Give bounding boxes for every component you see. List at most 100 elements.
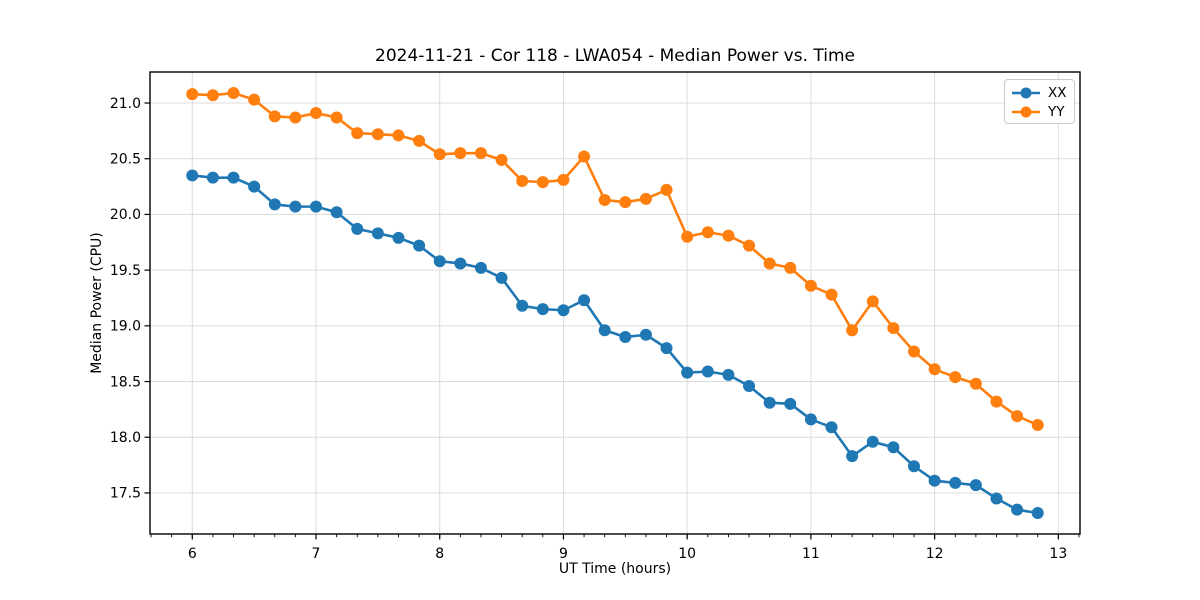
data-point-XX [474, 261, 487, 274]
data-point-XX [866, 435, 879, 448]
data-point-YY [887, 322, 900, 335]
data-point-YY [330, 111, 343, 124]
data-point-YY [619, 196, 632, 209]
data-point-YY [949, 371, 962, 384]
data-point-XX [557, 304, 570, 317]
data-point-XX [310, 200, 323, 213]
data-point-YY [536, 176, 549, 189]
data-point-YY [206, 89, 219, 102]
data-point-XX [660, 342, 673, 355]
data-point-XX [928, 474, 941, 487]
data-point-XX [825, 421, 838, 434]
y-tick-label: 18.5 [110, 374, 141, 390]
data-point-YY [990, 395, 1003, 408]
data-point-XX [248, 180, 261, 193]
chart-title: 2024-11-21 - Cor 118 - LWA054 - Median P… [375, 46, 855, 66]
data-point-YY [289, 111, 302, 124]
data-point-YY [371, 128, 384, 141]
data-point-XX [206, 171, 219, 184]
data-point-XX [392, 231, 405, 244]
y-tick-label: 21.0 [110, 96, 141, 112]
y-tick-label: 18.0 [110, 430, 141, 446]
x-tick-label: 11 [802, 546, 820, 562]
data-point-XX [949, 476, 962, 489]
data-point-XX [578, 294, 591, 307]
data-point-YY [969, 377, 982, 390]
data-point-XX [784, 397, 797, 410]
data-point-XX [289, 200, 302, 213]
data-point-XX [990, 492, 1003, 505]
legend-line-marker-icon [1012, 106, 1040, 117]
data-point-YY [866, 295, 879, 308]
data-point-XX [804, 413, 817, 426]
data-point-YY [557, 173, 570, 186]
y-tick-label: 20.5 [110, 152, 141, 168]
data-point-YY [598, 193, 611, 206]
x-tick-label: 10 [678, 546, 696, 562]
data-point-XX [516, 299, 529, 312]
data-point-XX [598, 324, 611, 337]
x-tick-label: 6 [188, 546, 197, 562]
legend-line-marker-icon [1012, 87, 1040, 98]
data-point-XX [907, 460, 920, 473]
data-point-XX [969, 479, 982, 492]
y-tick-label: 19.5 [110, 263, 141, 279]
data-point-YY [495, 153, 508, 166]
data-point-XX [763, 396, 776, 409]
data-point-YY [413, 134, 426, 147]
plot-border [149, 71, 1081, 535]
data-point-YY [804, 279, 817, 292]
x-tick-label: 13 [1049, 546, 1067, 562]
x-tick-label: 7 [312, 546, 321, 562]
data-point-YY [825, 288, 838, 301]
data-point-YY [907, 345, 920, 358]
data-point-YY [743, 239, 756, 252]
data-point-XX [887, 441, 900, 454]
data-point-YY [639, 192, 652, 205]
x-tick-label: 9 [559, 546, 568, 562]
data-point-YY [454, 147, 467, 160]
data-point-XX [413, 239, 426, 252]
data-point-XX [1031, 507, 1044, 519]
series-line-YY [190, 91, 1040, 427]
data-point-XX [268, 198, 281, 211]
legend: XX YY [1004, 79, 1075, 124]
data-point-XX [619, 330, 632, 343]
data-point-YY [186, 88, 199, 101]
data-point-YY [660, 183, 673, 196]
data-point-XX [846, 450, 859, 463]
data-point-YY [763, 257, 776, 270]
data-point-YY [248, 93, 261, 106]
data-point-XX [454, 257, 467, 270]
data-point-YY [928, 363, 941, 376]
legend-item-xx: XX [1011, 83, 1074, 102]
data-point-XX [186, 169, 199, 182]
data-point-YY [722, 229, 735, 242]
data-point-XX [371, 227, 384, 240]
data-point-XX [536, 303, 549, 316]
data-point-YY [701, 226, 714, 239]
data-point-YY [1011, 410, 1024, 423]
data-point-YY [1031, 418, 1044, 431]
data-point-YY [846, 324, 859, 337]
data-point-YY [227, 87, 240, 99]
data-point-XX [722, 368, 735, 381]
data-point-XX [433, 255, 446, 268]
data-point-YY [681, 230, 694, 243]
data-point-YY [310, 107, 323, 120]
data-point-XX [495, 271, 508, 284]
data-point-YY [392, 129, 405, 142]
x-tick-label: 8 [435, 546, 444, 562]
data-point-XX [681, 366, 694, 379]
y-tick-label: 20.0 [110, 207, 141, 223]
data-point-XX [701, 365, 714, 378]
legend-label: XX [1048, 84, 1067, 101]
data-point-XX [639, 328, 652, 341]
data-point-YY [433, 148, 446, 161]
data-point-XX [351, 222, 364, 235]
data-point-YY [784, 261, 797, 274]
data-point-XX [743, 379, 756, 392]
y-tick-label: 19.0 [110, 319, 141, 335]
data-point-XX [330, 206, 343, 219]
